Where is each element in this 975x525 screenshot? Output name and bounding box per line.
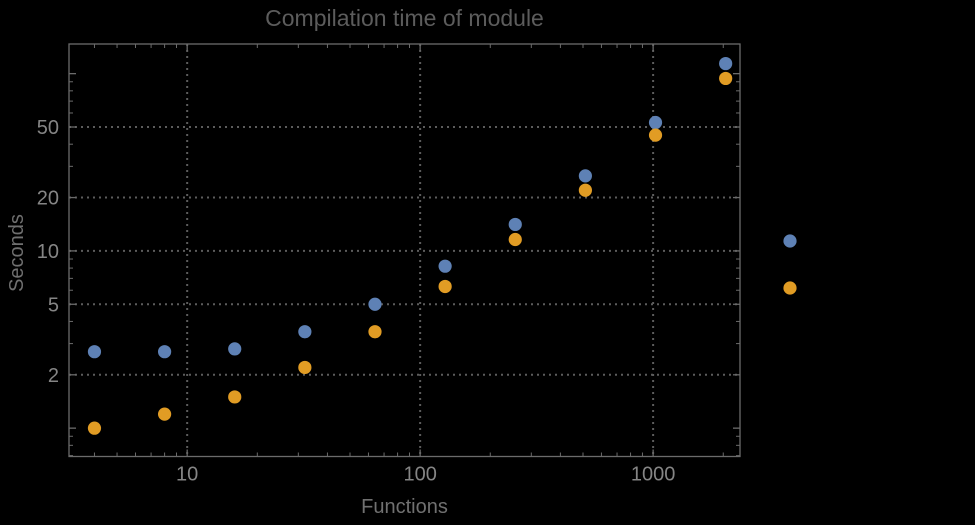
y-tick-label: 5: [48, 294, 59, 316]
y-tick-label: 20: [37, 188, 59, 210]
data-point-series-1: [648, 115, 663, 130]
data-point-series-1: [508, 217, 522, 232]
legend-marker-2: [783, 281, 797, 295]
y-tick-label: 2: [48, 365, 59, 387]
data-point-series-2: [719, 71, 733, 86]
data-point-series-1: [438, 259, 452, 273]
data-point-series-2: [438, 279, 452, 294]
data-point-series-1: [298, 325, 312, 339]
data-point-series-2: [648, 128, 663, 142]
data-point-series-2: [228, 390, 242, 404]
x-tick-label: 1000: [631, 464, 676, 486]
data-point-series-2: [298, 360, 312, 375]
y-tick-label: 50: [37, 117, 59, 139]
legend-marker-1: [783, 234, 797, 248]
data-point-series-1: [368, 297, 382, 311]
x-axis-label: Functions: [361, 496, 448, 518]
data-point-series-2: [578, 183, 592, 197]
y-tick-label: 10: [37, 241, 59, 263]
x-tick-label: 10: [176, 464, 198, 486]
data-point-series-2: [368, 325, 382, 339]
plot-frame: [68, 43, 741, 458]
data-point-series-1: [578, 169, 592, 183]
plot-title: Compilation time of module: [265, 5, 544, 31]
data-point-series-2: [87, 421, 102, 435]
data-point-series-1: [157, 345, 172, 359]
x-tick-label: 100: [403, 464, 436, 486]
data-point-series-1: [228, 342, 242, 356]
data-point-series-1: [87, 345, 102, 359]
data-point-series-1: [719, 56, 733, 71]
data-point-series-2: [508, 232, 522, 247]
y-axis-label: Seconds: [6, 214, 28, 292]
data-point-series-2: [157, 407, 172, 421]
